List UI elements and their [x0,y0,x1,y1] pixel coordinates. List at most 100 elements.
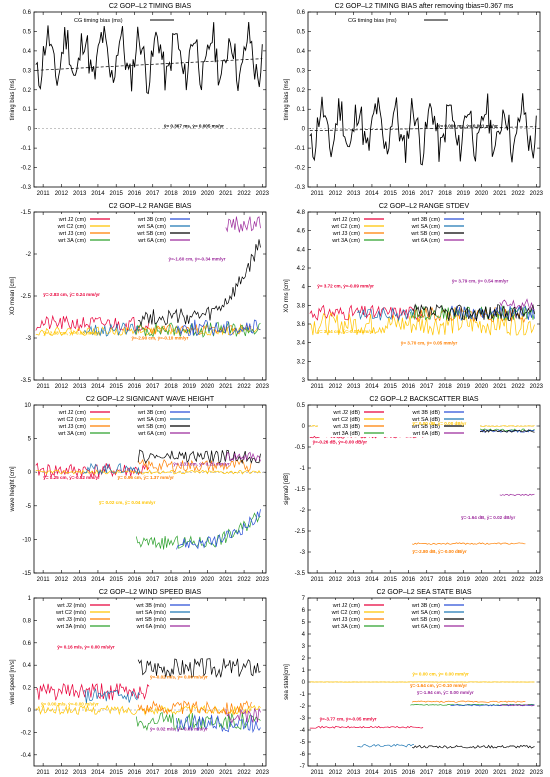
x-tick-label: 2022 [511,577,525,583]
y-tick-label: -0.1 [21,146,32,152]
x-tick-label: 2019 [457,577,471,583]
x-tick-label: 2021 [493,191,507,197]
x-tick-label: 2011 [311,191,325,197]
x-tick-label: 2013 [347,191,361,197]
legend-label: wrt SA (dB) [411,417,440,423]
series-line [83,322,141,337]
x-tick-label: 2021 [493,770,507,776]
y-tick-label: 0.5 [23,29,32,35]
y-tick-label: -0.2 [21,730,32,736]
y-tick-label: 0 [28,470,32,476]
x-tick-label: 2012 [329,577,343,583]
x-tick-label: 2013 [73,384,87,390]
legend-label: wrt J3 (dB) [332,424,360,430]
x-tick-label: 2023 [256,577,270,583]
series-line [176,319,261,336]
x-tick-label: 2022 [237,577,251,583]
legend-label: wrt C2 (cm) [57,224,87,230]
x-tick-label: 2012 [55,577,69,583]
annotation-text: ȳ= 0.00 cm, ẏ= 0.00 mm/yr [412,671,469,676]
y-tick-label: 3.2 [297,359,306,365]
legend-label: wrt 6A (cm) [137,431,166,437]
y-tick-label: 2 [302,656,306,662]
y-tick-label: 1 [302,668,306,674]
chart-title: C2 GOP–L2 TIMING BIAS [109,3,192,10]
series-line [137,449,261,465]
x-tick-label: 2016 [128,577,142,583]
x-tick-label: 2020 [201,577,215,583]
y-tick-label: -2 [300,704,306,710]
y-tick-label: 10 [24,403,31,409]
y-tick-label: -3.5 [295,571,306,577]
y-tick-label: -0.2 [21,166,32,172]
legend-label: wrt 3B (cm) [137,410,166,416]
y-tick-label: 0 [28,127,32,133]
legend-label: wrt J2 (cm) [332,603,360,609]
legend-box [344,16,452,26]
x-tick-label: 2013 [347,770,361,776]
series-line [35,326,261,337]
x-tick-label: 2021 [493,384,507,390]
annotation-text: ȳ= 3.79 cm, ẏ= 0.54 mm/yr [452,279,509,284]
x-tick-label: 2020 [475,191,489,197]
x-tick-label: 2017 [146,191,160,197]
trend-line [309,126,537,131]
x-tick-label: 2022 [511,384,525,390]
y-tick-label: -0.3 [295,185,306,191]
annotation-text: ȳ= 3.64 cm, ẏ=-0.02 mm/yr [317,329,374,334]
legend-label: wrt 3B (m/s) [135,603,166,609]
annotation-text: ȳ=-0.02 m/s, ẏ= 0.00 m/s/yr [150,675,208,680]
x-tick-label: 2012 [329,770,343,776]
y-tick-label: 0.6 [297,10,306,16]
annotation-text: ȳ= 0.367 ms, ẏ= 0.005 ms/yr [164,124,224,129]
x-tick-label: 2016 [402,577,416,583]
x-tick-label: 2019 [457,770,471,776]
legend-label: CG timing bias (ms) [348,18,397,24]
legend-label: wrt SB (cm) [410,231,440,237]
y-tick-label: 5 [28,437,32,443]
annotation-text: ȳ= 0.02 m/s, ẏ=-0.05 m/s/yr [150,727,208,732]
x-tick-label: 2018 [438,191,452,197]
series-line [411,303,535,322]
series-line [309,312,535,337]
panel-backscatter-bias: C2 GOP–L2 BACKSCATTER BIAS -3.5 -3 -2.5 -2 -1… [284,396,544,583]
y-tick-label: 3.8 [297,303,306,309]
series-line [225,216,261,233]
x-tick-label: 2018 [438,384,452,390]
legend-label: wrt SB (dB) [411,424,440,430]
series-line [225,451,261,462]
legend-label: wrt J2 (m/s) [56,603,86,609]
x-tick-label: 2016 [128,770,142,776]
y-axis-label: timing bias [ms] [284,78,290,120]
legend-label: wrt SB (m/s) [135,617,166,623]
y-tick-label: -1.5 [21,210,32,216]
y-tick-label: -15 [22,571,31,577]
annotation-text: ȳ=-1.64 dB, ẏ= 0.02 dB/yr [461,515,515,520]
x-tick-label: 2019 [183,577,197,583]
x-tick-label: 2021 [493,577,507,583]
legend-label: wrt J3 (cm) [332,231,360,237]
annotation-text: ȳ=-2.80 dB, ẏ=-0.00 dB/yr [412,549,467,554]
legend-label: wrt SA (m/s) [135,610,166,616]
panel-range-bias: C2 GOP–L2 RANGE BIAS -3.5 -3 -2.5 -2 -1.5 2011… [10,203,270,390]
y-tick-label: 7 [302,596,306,602]
y-tick-label: 3.4 [297,341,306,347]
y-tick-label: -2 [300,508,306,514]
series-line [357,306,415,322]
panel-timing-bias-corrected: C2 GOP–L2 TIMING BIAS after removing tbi… [284,3,544,197]
x-tick-label: 2011 [311,384,325,390]
y-tick-label: -6 [300,752,306,758]
y-tick-label: 0.2 [23,88,32,94]
legend-label: wrt 6A (cm) [137,238,166,244]
annotation-text: ȳ=-1.60 cm, ẏ=-0.34 mm/yr [169,257,226,262]
annotation-text: ȳ=-0.26 dB, ẏ=-0.00 dB/yr [313,440,368,445]
y-axis-label: wind speed [m/s] [10,659,16,705]
x-tick-label: 2013 [73,577,87,583]
x-tick-label: 2015 [110,577,124,583]
x-tick-label: 2017 [420,577,434,583]
legend-label: wrt 6A (cm) [411,238,440,244]
y-tick-label: 4.6 [297,229,306,235]
series-line [138,239,261,327]
legend-label: wrt 3B (cm) [411,603,440,609]
x-tick-label: 2021 [219,577,233,583]
